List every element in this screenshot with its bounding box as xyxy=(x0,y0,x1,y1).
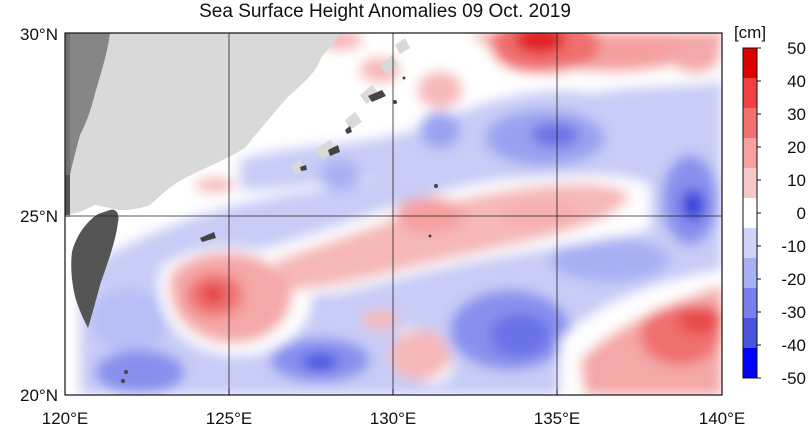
colorbar-swatch xyxy=(743,108,757,139)
colorbar-tick-label: -40 xyxy=(781,336,806,355)
colorbar-swatch xyxy=(743,318,757,349)
colorbar-tick-label: -20 xyxy=(781,270,806,289)
colorbar-tick-label: 20 xyxy=(787,138,806,157)
colorbar-swatch xyxy=(743,228,757,259)
colorbar-swatch xyxy=(743,348,757,379)
colorbar-tick-label: 40 xyxy=(787,72,806,91)
china-landmass xyxy=(65,33,340,215)
colorbar-swatch xyxy=(743,138,757,169)
colorbar-swatch xyxy=(743,78,757,109)
anomaly-field xyxy=(80,33,722,395)
axis-ticks xyxy=(64,32,723,396)
map-plot-area xyxy=(65,33,722,395)
lon-label-135e: 135°E xyxy=(534,409,581,428)
lat-label-20n: 20°N xyxy=(20,386,58,405)
island-specks xyxy=(121,76,438,383)
colorbar-tick-label: -10 xyxy=(781,237,806,256)
colorbar-swatch xyxy=(743,48,757,79)
colorbar-frame xyxy=(742,47,758,379)
colorbar-tick-label: 0 xyxy=(797,204,806,223)
lon-label-140e: 140°E xyxy=(699,409,746,428)
lon-label-130e: 130°E xyxy=(370,409,417,428)
colorbar: [cm] 50 40 30 20 10 0 -10 -20 -30 -40 -50 xyxy=(734,23,806,388)
graticule xyxy=(65,33,722,395)
taiwan-island xyxy=(71,209,119,328)
colorbar-swatch xyxy=(743,288,757,319)
colorbar-tick-label: 50 xyxy=(787,39,806,58)
colorbar-tick-label: 30 xyxy=(787,105,806,124)
lat-label-30n: 30°N xyxy=(20,25,58,44)
lat-label-25n: 25°N xyxy=(20,207,58,226)
colorbar-swatch xyxy=(743,258,757,289)
colorbar-tick-label: -50 xyxy=(781,369,806,388)
map-title: Sea Surface Height Anomalies 09 Oct. 201… xyxy=(199,1,571,22)
lon-label-125e: 125°E xyxy=(206,409,253,428)
lon-label-120e: 120°E xyxy=(42,409,89,428)
colorbar-unit-label: [cm] xyxy=(734,23,766,42)
colorbar-tick-label: -30 xyxy=(781,303,806,322)
colorbar-tick-label: 10 xyxy=(787,171,806,190)
colorbar-swatch xyxy=(743,168,757,199)
colorbar-swatch xyxy=(743,198,757,229)
